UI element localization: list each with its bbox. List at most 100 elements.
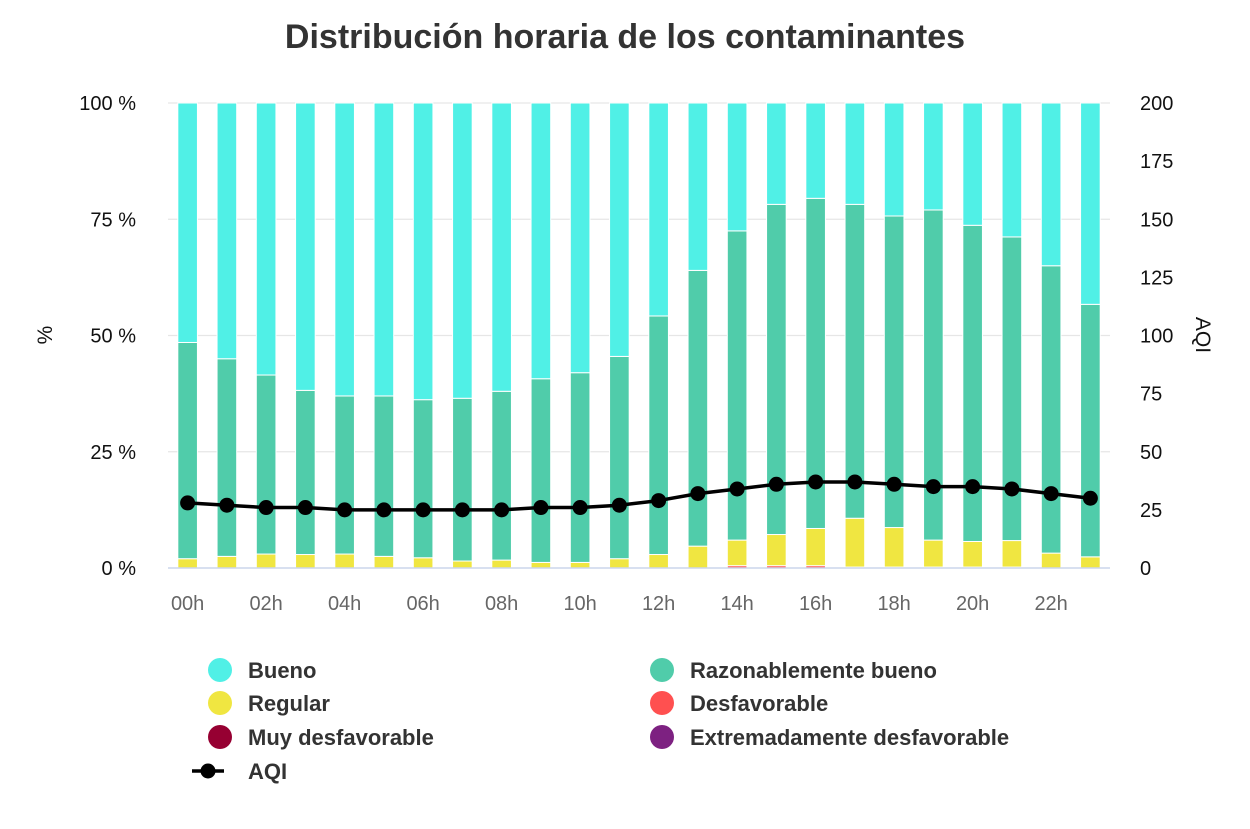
y2-tick-label: 25 (1140, 500, 1162, 522)
legend-item[interactable]: Muy desfavorable (208, 725, 434, 750)
aqi-point (965, 479, 981, 495)
bar-segment-razonablemente-bueno (569, 372, 591, 563)
aqi-point (1043, 486, 1059, 502)
bar-segment-razonablemente-bueno (1080, 303, 1101, 558)
legend-item[interactable]: Bueno (208, 658, 316, 683)
aqi-point (925, 479, 941, 495)
aqi-point (180, 495, 196, 511)
x-tick-label: 00h (171, 593, 204, 615)
bar-segment-bueno (177, 102, 198, 343)
bar-segment-regular (883, 527, 905, 568)
bar-segment-regular (726, 539, 748, 567)
aqi-point (572, 500, 588, 516)
legend-item[interactable]: Extremadamente desfavorable (650, 725, 1009, 750)
bar-segment-bueno (687, 102, 709, 271)
aqi-point (729, 481, 745, 497)
legend: Bueno Razonablemente bueno Regular Desfavor… (192, 658, 1009, 784)
bar-segment-razonablemente-bueno (334, 395, 355, 555)
bar-segment-regular (177, 558, 198, 569)
x-tick-label: 06h (406, 593, 439, 615)
y2-tick-label: 200 (1140, 93, 1173, 115)
bar-segment-bueno (334, 102, 355, 397)
aqi-point (1004, 481, 1020, 497)
aqi-point (1082, 490, 1098, 506)
bar-segment-razonablemente-bueno (687, 269, 709, 547)
bar-segment-razonablemente-bueno (216, 358, 238, 557)
bar-segment-regular (687, 545, 709, 569)
bar-segment-razonablemente-bueno (412, 399, 434, 559)
aqi-point (533, 500, 549, 516)
bar-segment-bueno (648, 102, 669, 317)
bar-segment-razonablemente-bueno (452, 397, 473, 562)
x-tick-label: 16h (799, 593, 832, 615)
y-tick-label: 75 % (90, 209, 136, 231)
bar-segment-bueno (216, 102, 238, 360)
bar-segment-bueno (295, 102, 316, 391)
aqi-point (415, 502, 431, 518)
bar-segment-bueno (1080, 102, 1101, 305)
bar-segment-bueno (844, 102, 866, 205)
aqi-point (690, 486, 706, 502)
bar-segment-razonablemente-bueno (177, 341, 198, 560)
x-tick-label: 12h (642, 593, 675, 615)
bar-segment-regular (373, 555, 395, 569)
bar-segment-bueno (530, 102, 552, 380)
y-axis-ticks: 0 % 25 % 50 % 75 % 100 % (79, 93, 136, 580)
bar-segment-regular (1080, 556, 1101, 569)
x-tick-label: 08h (485, 593, 518, 615)
bar-segment-regular (609, 558, 630, 569)
y-tick-label: 50 % (90, 326, 136, 348)
y2-tick-label: 75 (1140, 384, 1162, 406)
bar-segment-bueno (805, 102, 826, 199)
legend-item[interactable]: Regular (208, 691, 330, 716)
y2-axis-ticks: 0 25 50 75 100 125 150 175 200 (1140, 93, 1173, 580)
legend-item[interactable]: Desfavorable (650, 691, 828, 716)
bar-segment-regular (805, 527, 826, 567)
y2-tick-label: 50 (1140, 442, 1162, 464)
aqi-point (297, 500, 313, 516)
x-tick-label: 04h (328, 593, 361, 615)
bar-segment-bueno (883, 102, 905, 217)
legend-swatch-icon (650, 691, 674, 715)
bar-segment-bueno (1040, 102, 1062, 267)
bar-segment-regular (1001, 540, 1023, 568)
legend-swatch-icon (650, 725, 674, 749)
y2-tick-label: 100 (1140, 326, 1173, 348)
aqi-point (886, 476, 902, 492)
bar-segment-regular (962, 540, 983, 568)
x-tick-label: 02h (249, 593, 282, 615)
y2-tick-label: 125 (1140, 267, 1173, 289)
legend-label: AQI (248, 759, 287, 784)
x-tick-label: 18h (877, 593, 910, 615)
bar-segment-razonablemente-bueno (491, 390, 512, 561)
legend-item[interactable]: AQI (192, 759, 287, 784)
aqi-point (808, 474, 824, 490)
y-tick-label: 100 % (79, 93, 136, 115)
aqi-series (180, 474, 1098, 518)
bar-segment-razonablemente-bueno (609, 355, 630, 560)
legend-label: Muy desfavorable (248, 725, 434, 750)
aqi-point (337, 502, 353, 518)
x-tick-label: 22h (1034, 593, 1067, 615)
grid (168, 102, 1110, 453)
aqi-point (219, 497, 235, 513)
bar-segment-razonablemente-bueno (844, 203, 866, 519)
y-tick-label: 25 % (90, 442, 136, 464)
chart-title: Distribución horaria de los contaminante… (285, 18, 965, 56)
legend-label: Extremadamente desfavorable (690, 725, 1009, 750)
legend-swatch-icon (208, 691, 232, 715)
bar-segment-razonablemente-bueno (1040, 265, 1062, 554)
bar-segment-bueno (569, 102, 591, 374)
bar-segment-regular (1040, 552, 1062, 569)
legend-swatch-icon (208, 658, 232, 682)
bar-segment-regular (334, 553, 355, 569)
bar-segment-bueno (1001, 102, 1023, 238)
bar-segment-regular (412, 557, 434, 569)
aqi-point (651, 493, 667, 509)
bar-segment-razonablemente-bueno (255, 374, 277, 555)
aqi-line (187, 480, 1091, 512)
bar-segment-bueno (491, 102, 512, 392)
legend-label: Desfavorable (690, 691, 828, 716)
legend-item[interactable]: Razonablemente bueno (650, 658, 937, 683)
legend-label: Bueno (248, 658, 316, 683)
